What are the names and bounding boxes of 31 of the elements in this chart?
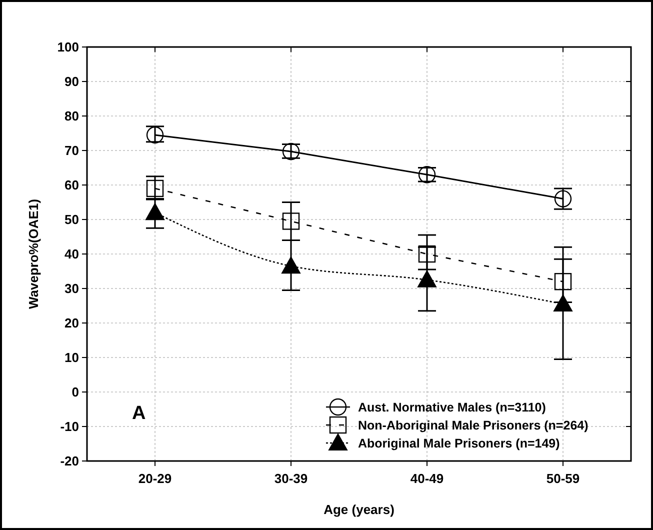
point (418, 270, 436, 288)
x-tick-label: 30-39 (274, 471, 308, 486)
point (554, 294, 572, 312)
point (554, 273, 572, 290)
point (282, 256, 300, 274)
y-tick-label: 20 (64, 316, 79, 331)
y-tick-label: 30 (64, 281, 79, 296)
legend-label: Non-Aboriginal Male Prisoners (n=264) (358, 418, 588, 432)
y-tick-label: 10 (64, 350, 79, 366)
y-tick-label: 60 (64, 178, 79, 193)
y-tick-label: -10 (60, 419, 79, 434)
y-axis-title: Wavepro%(OAE1) (26, 198, 41, 310)
point (146, 180, 164, 198)
annotation: A (132, 403, 146, 424)
y-tick-label: 50 (64, 212, 79, 228)
y-tick-label: 80 (64, 108, 79, 124)
x-tick-label: 20-29 (138, 471, 172, 486)
point (146, 203, 164, 220)
x-tick-label: 50-59 (546, 471, 580, 486)
x-axis-title: Age (years) (324, 502, 394, 517)
y-tick-label: 0 (72, 384, 79, 400)
y-tick-label: 40 (64, 246, 79, 262)
point (282, 212, 300, 230)
y-tick-label: 100 (57, 40, 79, 55)
point (418, 245, 436, 263)
legend-label: Aboriginal Male Prisoners (n=149) (358, 436, 560, 450)
legend-label: Aust. Normative Males (n=3110) (358, 400, 546, 414)
x-tick-label: 40-49 (410, 471, 444, 486)
y-tick-label: 90 (64, 74, 79, 90)
y-tick-label: 70 (64, 143, 79, 158)
y-tick-label: -20 (60, 454, 79, 469)
